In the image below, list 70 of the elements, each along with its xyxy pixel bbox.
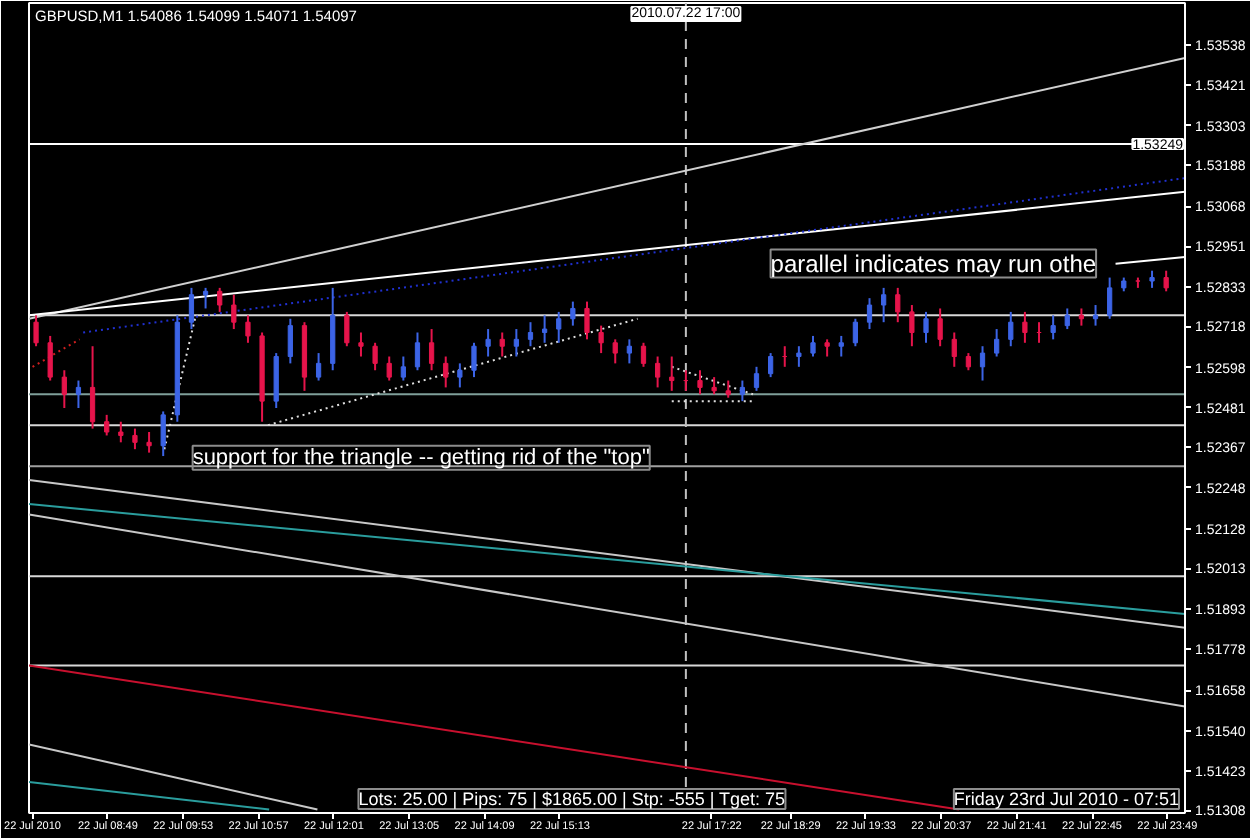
candlestick (584, 300, 590, 341)
candlestick (146, 431, 152, 454)
candlestick (386, 355, 392, 382)
candlestick (527, 321, 534, 348)
candlestick (372, 341, 378, 372)
candlestick (160, 410, 166, 458)
candlestick (400, 355, 406, 382)
candlestick (796, 345, 802, 368)
candlestick (937, 307, 943, 348)
candlestick (202, 286, 209, 310)
candlestick (188, 286, 195, 331)
candlestick (1092, 304, 1099, 327)
candlestick (669, 355, 675, 392)
candlestick (598, 324, 604, 355)
candlestick (47, 334, 53, 382)
candlestick (895, 286, 901, 324)
candlestick (499, 331, 505, 358)
candlestick (570, 300, 576, 327)
candlestick (104, 413, 110, 437)
candlestick (626, 338, 632, 365)
candlestick (768, 352, 774, 379)
candlestick (471, 341, 477, 379)
candlestick (132, 427, 138, 451)
candlestick (909, 304, 915, 348)
annotation: Lots: 25.00 | Pips: 75 | $1865.00 | Stp: -555 | Tget: 75 (358, 789, 786, 809)
candlestick (344, 310, 350, 348)
candlestick (810, 334, 816, 358)
candlestick (697, 369, 703, 396)
candlestick (994, 328, 1000, 358)
annotation: support for the triangle -- getting rid of the "top" (192, 445, 650, 470)
candlestick (923, 310, 929, 344)
candlestick (75, 379, 82, 409)
candlestick (315, 352, 322, 382)
candlestick (513, 328, 519, 358)
candlestick (1107, 276, 1113, 320)
candlestick (612, 338, 618, 365)
candlestick (979, 345, 986, 382)
candlestick (118, 420, 124, 444)
candlestick (556, 310, 562, 344)
candlestick (655, 355, 661, 389)
candlestick (245, 314, 251, 344)
candlestick (739, 379, 745, 403)
annotation: parallel indicates may run othe (770, 249, 1097, 278)
candlestick (428, 328, 435, 372)
candlestick (273, 352, 279, 409)
candlestick (33, 314, 39, 348)
candlestick (61, 369, 67, 409)
annotation: Friday 23rd Jul 2010 - 07:51 (953, 789, 1180, 809)
candlestick (457, 362, 463, 389)
candlestick (951, 331, 957, 368)
candlestick (753, 365, 760, 392)
candlestick (1008, 310, 1014, 348)
candlestick (1050, 314, 1056, 341)
candlestick (640, 341, 647, 368)
candlestick (866, 297, 873, 331)
candlestick (443, 355, 449, 389)
candlestick (838, 334, 844, 358)
candlestick (414, 331, 421, 372)
candlestick (287, 317, 293, 365)
candlestick (1022, 310, 1028, 344)
candlestick (1064, 307, 1070, 331)
candlestick (89, 345, 96, 430)
candlestick (231, 293, 237, 331)
candlestick (217, 286, 223, 313)
candlestick (852, 317, 859, 348)
candlestick (358, 331, 364, 358)
candlestick (881, 286, 887, 324)
candlestick (541, 314, 548, 344)
candlestick (485, 328, 491, 358)
candlestick (1163, 269, 1169, 293)
